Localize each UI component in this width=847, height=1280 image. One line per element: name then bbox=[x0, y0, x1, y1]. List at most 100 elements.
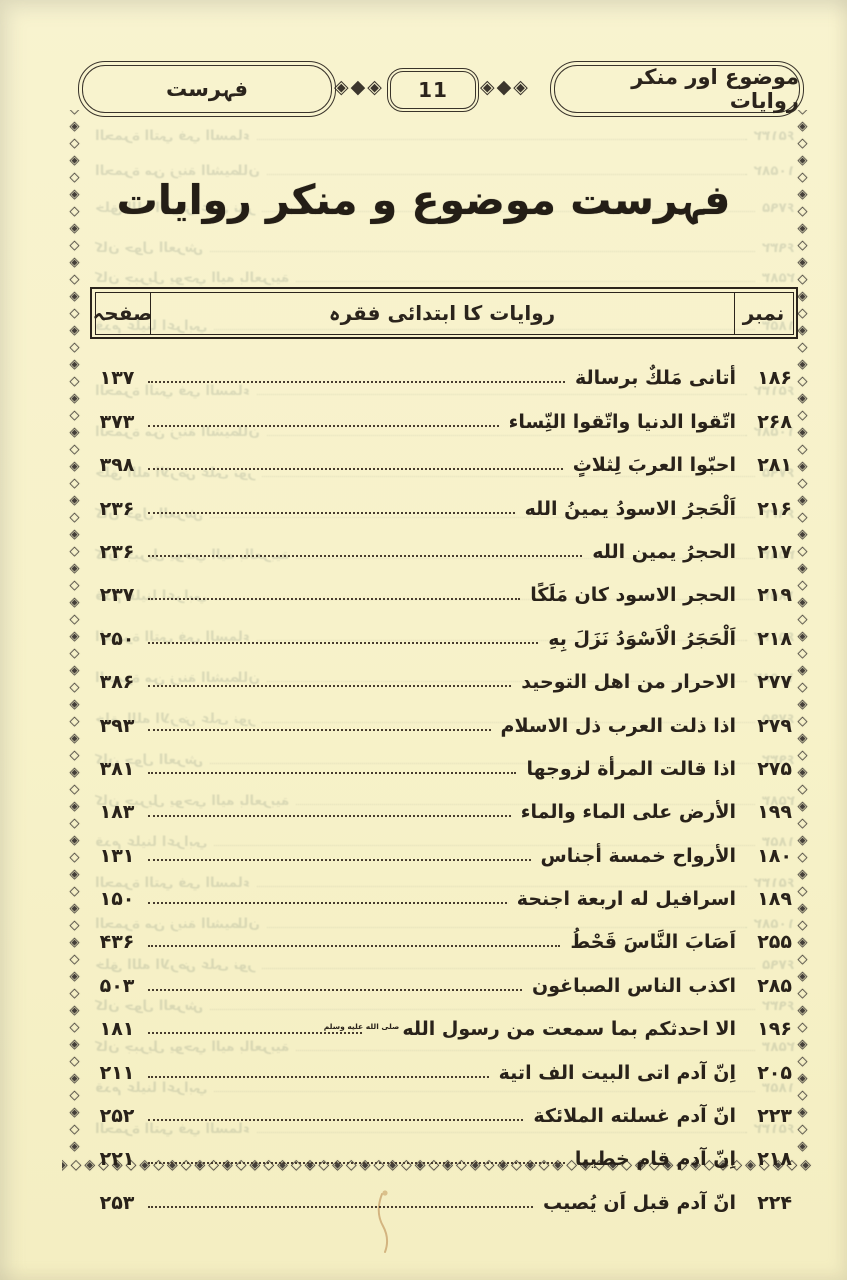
row-phrase: اذا قالت المرأة لزوجها bbox=[520, 758, 736, 780]
row-number: ۲۸۱ bbox=[757, 454, 792, 477]
book-title-label: موضوع اور منکر روایات bbox=[631, 65, 799, 113]
row-page: ۲۱۱ bbox=[99, 1061, 135, 1084]
index-rows: ۱۸۶ أتانى مَلكٌ برسالة ۱۳۷ ۲۶۸ اتّقوا الدنيا… bbox=[90, 348, 798, 1216]
row-number: ۱۸۹ bbox=[757, 888, 792, 911]
table-row: ۱۸۰ الأرواح خمسة أجناس ۱۳۱ bbox=[90, 825, 798, 868]
row-phrase-text: اسرافيل له اربعة اجنحة bbox=[516, 888, 736, 911]
row-phrase: انّ آدم قبل اَن يُصيب bbox=[537, 1192, 736, 1214]
row-page: ۲۵۳ bbox=[99, 1191, 135, 1214]
dotted-leader bbox=[148, 1032, 363, 1035]
row-phrase-text: الاحرار من اهل التوحيد bbox=[521, 671, 736, 694]
row-phrase: انّ آدم غسلته الملائكة bbox=[527, 1105, 736, 1127]
dotted-leader bbox=[148, 902, 507, 905]
bleedthrough-leader bbox=[256, 139, 747, 140]
row-phrase: اَصَابَ النَّاسَ قَحْطُ bbox=[564, 931, 736, 953]
row-page: ۲۳۶ bbox=[99, 540, 135, 563]
row-phrase: أتانى مَلكٌ برسالة bbox=[569, 367, 736, 389]
bleedthrough-leader bbox=[210, 251, 756, 252]
row-page: ۱۸۱ bbox=[99, 1018, 135, 1041]
row-number: ۱۸۶ bbox=[757, 367, 792, 390]
column-header-phrase: روایات کا ابتدائی فقرہ bbox=[149, 292, 735, 334]
row-phrase: الأرواح خمسة أجناس bbox=[535, 845, 736, 867]
row-page: ۲۳۷ bbox=[99, 584, 135, 607]
row-phrase: اكذب الناس الصباغون bbox=[526, 975, 736, 997]
row-phrase-text: الأرض على الماء والماء bbox=[520, 801, 736, 824]
table-row: ۱۹۶ الا احدثكم بما سمعت من رسول اللهصلى ا… bbox=[90, 999, 798, 1042]
table-row: ۲۷۷ الاحرار من اهل التوحيد ۳۸۶ bbox=[90, 652, 798, 695]
row-phrase-text: الحجر الاسود كان مَلَكًا bbox=[530, 584, 736, 607]
ornamental-border-left: ◈◇◈◇◈◇◈◇◈◇◈◇◈◇◈◇◈◇◈◇◈◇◈◇◈◇◈◇◈◇◈◇◈◇◈◇◈◇◈◇… bbox=[67, 110, 82, 1156]
row-page: ۱۳۷ bbox=[99, 367, 135, 390]
table-row: ۱۸۶ أتانى مَلكٌ برسالة ۱۳۷ bbox=[90, 348, 798, 391]
table-row: ۲۸۱ احبّوا العربَ لِثلاثٍ ۳۹۸ bbox=[90, 435, 798, 478]
row-phrase: اِنّ آدم قام خطيبا bbox=[569, 1148, 736, 1170]
bleedthrough-number: ۶۵۱۳۲ bbox=[753, 128, 795, 144]
dotted-leader bbox=[148, 1205, 533, 1208]
dotted-leader bbox=[148, 771, 517, 774]
row-number: ۲۱۸ bbox=[757, 627, 792, 650]
row-number: ۲۱۸ bbox=[757, 1148, 792, 1171]
row-phrase-text: انّ آدم قبل اَن يُصيب bbox=[543, 1191, 736, 1214]
dotted-leader bbox=[148, 1075, 489, 1078]
table-row: ۲۰۵ اِنّ آدم اتى البيت الف اتية ۲۱۱ bbox=[90, 1042, 798, 1085]
bleedthrough-text: كان جبريل يوحي اليه بالعربية bbox=[95, 270, 290, 286]
table-row: ۲۲۴ انّ آدم قبل اَن يُصيب ۲۵۳ bbox=[90, 1172, 798, 1215]
ornamental-border-right: ◈◇◈◇◈◇◈◇◈◇◈◇◈◇◈◇◈◇◈◇◈◇◈◇◈◇◈◇◈◇◈◇◈◇◈◇◈◇◈◇… bbox=[795, 110, 810, 1156]
row-page: ۳۸۶ bbox=[99, 671, 135, 694]
row-phrase: اِنّ آدم اتى البيت الف اتية bbox=[493, 1062, 736, 1084]
dotted-leader bbox=[148, 1162, 565, 1165]
row-page: ۵۰۳ bbox=[99, 974, 135, 997]
dotted-leader bbox=[148, 945, 561, 948]
row-page: ۳۹۳ bbox=[99, 714, 135, 737]
header-cartouche-section: فہرست bbox=[78, 61, 336, 117]
honorific-mark: صلى الله عليه وسلم bbox=[323, 1021, 400, 1031]
dotted-leader bbox=[148, 641, 539, 644]
row-number: ۲۵۵ bbox=[757, 931, 792, 954]
row-phrase: الحجرُ يمين الله bbox=[586, 541, 736, 563]
row-number: ۱۹۹ bbox=[757, 801, 792, 824]
page-title: فہرست موضوع و منکر روایات bbox=[116, 176, 731, 224]
dotted-leader bbox=[148, 1119, 524, 1122]
dotted-leader bbox=[148, 468, 563, 471]
bleedthrough-line: كان حول العرش ۶۹۳۲ bbox=[95, 240, 795, 256]
row-page: ۳۷۳ bbox=[99, 410, 135, 433]
diamond-ornament-icon: ◈◆◈ bbox=[334, 76, 384, 98]
table-row: ۱۹۹ الأرض على الماء والماء ۱۸۳ bbox=[90, 782, 798, 825]
bleedthrough-line: كان جبريل يوحي اليه بالعربية ۲۵۸۳ bbox=[95, 270, 795, 286]
row-number: ۲۱۹ bbox=[757, 584, 792, 607]
row-number: ۲۲۴ bbox=[757, 1191, 792, 1214]
row-phrase: اَلْحَجرُ الاسودُ يمينُ الله bbox=[519, 498, 736, 520]
row-page: ۳۹۸ bbox=[99, 454, 135, 477]
row-number: ۲۸۵ bbox=[757, 974, 792, 997]
bleedthrough-line: الحمرة التي في السماء ۶۵۱۳۲ bbox=[95, 128, 795, 144]
dotted-leader bbox=[148, 554, 583, 557]
row-number: ۲۷۹ bbox=[757, 714, 792, 737]
table-row: ۲۵۵ اَصَابَ النَّاسَ قَحْطُ ۴۳۶ bbox=[90, 912, 798, 955]
section-label: فہرست bbox=[166, 77, 249, 101]
row-phrase-text: الأرواح خمسة أجناس bbox=[540, 844, 736, 867]
table-row: ۲۸۵ اكذب الناس الصباغون ۵۰۳ bbox=[90, 955, 798, 998]
dotted-leader bbox=[148, 424, 499, 427]
row-page: ۲۵۰ bbox=[99, 627, 135, 650]
bleedthrough-leader bbox=[266, 174, 747, 175]
row-phrase: اسرافيل له اربعة اجنحة bbox=[511, 888, 736, 910]
row-phrase: الأرض على الماء والماء bbox=[515, 801, 736, 823]
row-number: ۲۶۸ bbox=[757, 410, 792, 433]
row-phrase: اذا ذلت العرب ذل الاسلام bbox=[495, 715, 736, 737]
bleedthrough-leader bbox=[296, 281, 756, 282]
column-header-page: صفحہ bbox=[92, 301, 153, 325]
row-phrase-text: انّ آدم غسلته الملائكة bbox=[533, 1105, 736, 1128]
table-row: ۲۲۳ انّ آدم غسلته الملائكة ۲۵۲ bbox=[90, 1086, 798, 1129]
dotted-leader bbox=[148, 381, 565, 384]
table-row: ۲۱۷ الحجرُ يمين الله ۲۳۶ bbox=[90, 522, 798, 565]
row-number: ۲۷۷ bbox=[757, 671, 792, 694]
row-phrase-text: أتانى مَلكٌ برسالة bbox=[574, 367, 736, 390]
ornamental-border-bottom: ◈◇◈◇◈◇◈◇◈◇◈◇◈◇◈◇◈◇◈◇◈◇◈◇◈◇◈◇◈◇◈◇◈◇◈◇◈◇◈◇… bbox=[62, 1157, 814, 1173]
row-phrase: الحجر الاسود كان مَلَكًا bbox=[524, 584, 736, 606]
row-number: ۱۹۶ bbox=[757, 1018, 792, 1041]
dotted-leader bbox=[148, 988, 523, 991]
row-phrase-text: اِنّ آدم قام خطيبا bbox=[574, 1148, 736, 1171]
stain-mark bbox=[377, 1190, 389, 1253]
header-cartouche-book-title: موضوع اور منکر روایات bbox=[550, 61, 804, 117]
